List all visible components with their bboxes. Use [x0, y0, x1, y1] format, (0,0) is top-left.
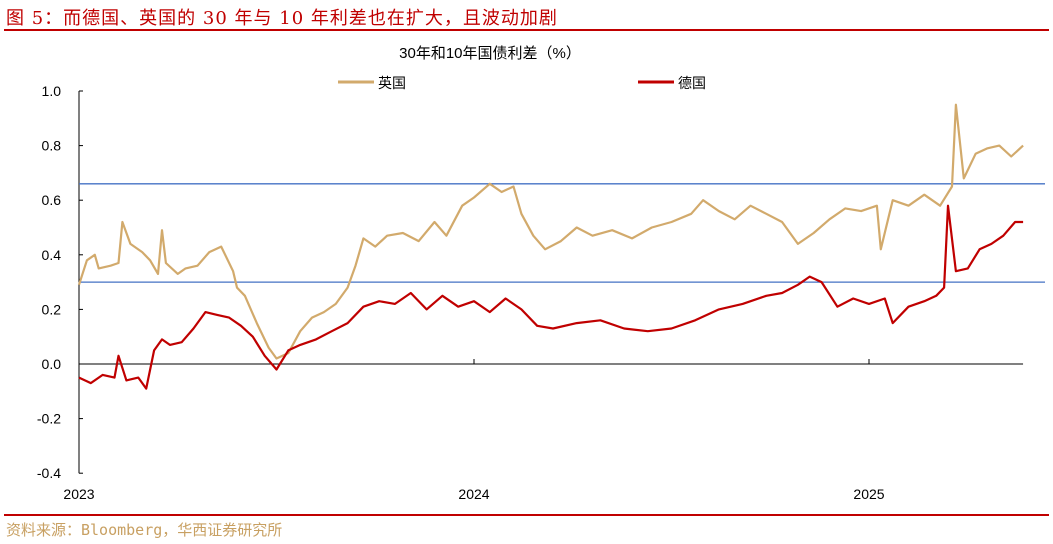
chart-title: 30年和10年国债利差（%）	[399, 45, 581, 62]
x-tick-label: 2024	[458, 486, 489, 502]
y-tick-label: -0.4	[37, 465, 61, 481]
y-tick-label: -0.2	[37, 411, 61, 427]
y-tick-label: 0.4	[42, 247, 62, 263]
legend-uk: 英国	[338, 75, 406, 91]
y-tick-label: 0.8	[42, 138, 62, 154]
series-uk-line	[77, 103, 1024, 360]
legend-de: 德国	[638, 75, 706, 91]
source-rule	[4, 514, 1049, 516]
x-tick-label: 2023	[63, 486, 94, 502]
legend-uk-label: 英国	[378, 75, 406, 91]
y-tick-label: 1.0	[42, 83, 62, 99]
legend-de-label: 德国	[678, 75, 706, 91]
title-rule	[4, 29, 1049, 31]
x-tick-label: 2025	[853, 486, 884, 502]
y-tick-label: 0.2	[42, 301, 62, 317]
y-tick-label: 0.0	[42, 356, 62, 372]
series-de-line	[78, 204, 1024, 390]
y-tick-label: 0.6	[42, 192, 62, 208]
figure-title: 图 5：而德国、英国的 30 年与 10 年利差也在扩大，且波动加剧	[6, 8, 558, 29]
source-note: 资料来源：Bloomberg，华西证券研究所	[6, 521, 283, 539]
